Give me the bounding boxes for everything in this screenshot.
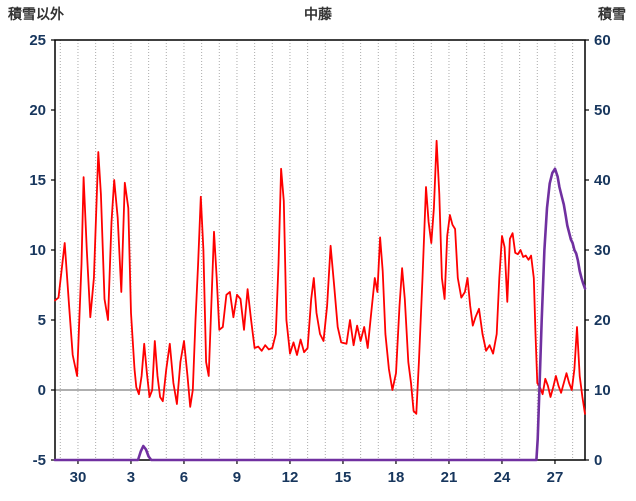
right-axis-tick-label: 30 — [594, 242, 611, 259]
right-axis-tick-label: 20 — [594, 312, 611, 329]
right-axis-tick-label: 40 — [594, 172, 611, 189]
left-axis-red-series-line — [54, 139, 586, 415]
x-axis-tick-label: 18 — [388, 469, 405, 486]
right-axis-tick-label: 0 — [594, 452, 602, 469]
right-axis-title: 積雪 — [598, 6, 626, 22]
left-axis-tick-label: 20 — [29, 102, 46, 119]
left-axis-tick-label: 0 — [38, 382, 46, 399]
x-axis-tick-label: 27 — [547, 469, 564, 486]
left-axis-tick-label: 10 — [29, 242, 46, 259]
x-axis-tick-label: 24 — [494, 469, 511, 486]
right-axis-tick-label: 10 — [594, 382, 611, 399]
chart-title: 中藤 — [304, 6, 332, 22]
left-axis-tick-label: 25 — [29, 32, 46, 49]
right-axis-tick-label: 50 — [594, 102, 611, 119]
left-axis-tick-label: 5 — [38, 312, 46, 329]
x-axis-tick-label: 21 — [441, 469, 458, 486]
left-axis-tick-label: 15 — [29, 172, 46, 189]
x-axis-tick-label: 6 — [180, 469, 188, 486]
x-axis-tick-label: 15 — [335, 469, 352, 486]
left-axis-tick-label: -5 — [33, 452, 46, 469]
x-axis-tick-label: 30 — [70, 469, 87, 486]
x-axis-tick-label: 12 — [282, 469, 299, 486]
x-axis-tick-label: 3 — [127, 469, 135, 486]
right-axis-tick-label: 60 — [594, 32, 611, 49]
right-axis-snow-series-line — [53, 167, 587, 462]
left-axis-title: 積雪以外 — [8, 6, 64, 22]
x-axis-tick-label: 9 — [233, 469, 241, 486]
